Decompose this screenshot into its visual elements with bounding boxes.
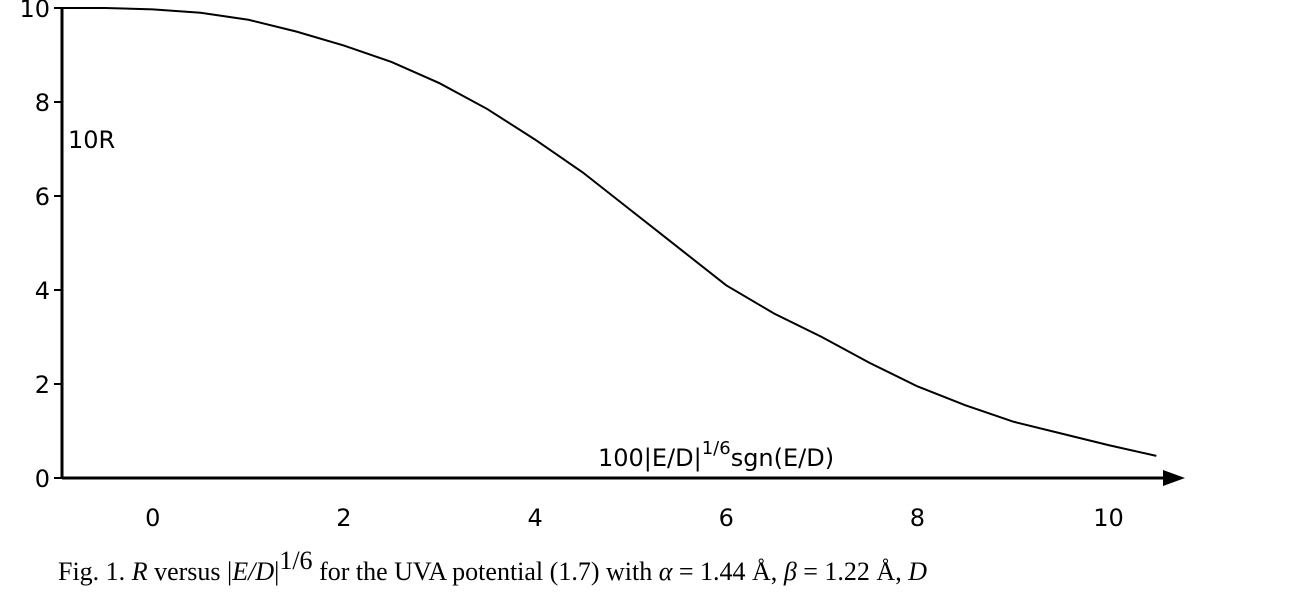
x-tick-label: 8 (910, 504, 925, 532)
x-tick-label: 10 (1093, 504, 1124, 532)
caption: Fig. 1. R versus |E/D|1/6 for the UVA po… (58, 546, 927, 586)
x-label-part: sgn(E/D) (731, 444, 834, 472)
caption-part: = 1.44 Å, (672, 557, 783, 586)
y-tick-label: 10 (19, 0, 50, 23)
x-tick-label: 6 (719, 504, 734, 532)
caption-part: α (659, 557, 674, 586)
caption-part: D (907, 557, 927, 586)
y-tick-label: 6 (35, 183, 50, 211)
caption-part: 1/6 (279, 546, 312, 575)
x-axis-arrow (1163, 470, 1185, 486)
caption-part: R (131, 557, 148, 586)
y-tick-label: 0 (35, 465, 50, 493)
x-label-sup: 1/6 (702, 438, 731, 459)
x-label-part: 100|E/D| (598, 444, 702, 472)
y-tick-label: 4 (35, 277, 50, 305)
y-tick-label: 8 (35, 89, 50, 117)
curve (62, 7, 1157, 457)
y-axis-label: 10R (68, 126, 115, 154)
caption-part: | (274, 557, 279, 586)
caption-part: Fig. 1. (58, 557, 132, 586)
caption-part: E/D (231, 557, 274, 586)
x-tick-label: 2 (336, 504, 351, 532)
x-tick-label: 4 (527, 504, 542, 532)
x-tick-label: 0 (145, 504, 160, 532)
caption-part: = 1.22 Å, (797, 557, 908, 586)
caption-part: versus | (148, 557, 233, 586)
x-axis-label: 100|E/D|1/6sgn(E/D) (598, 438, 834, 472)
y-tick-label: 2 (35, 371, 50, 399)
caption-part: β (783, 557, 797, 586)
caption-part: for the UVA potential (1.7) with (313, 557, 659, 586)
